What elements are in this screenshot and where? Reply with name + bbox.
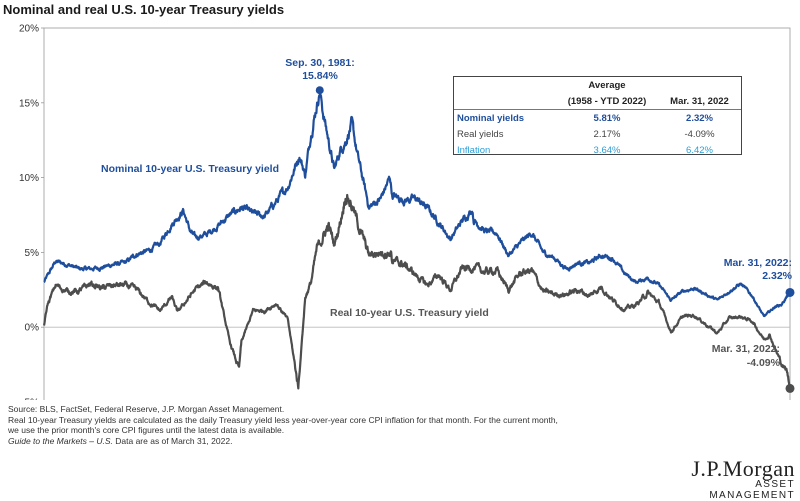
logo-subtitle: ASSET MANAGEMENT: [709, 479, 795, 501]
row-latest: 2.32%: [658, 109, 741, 126]
row-average: 3.64%: [593, 144, 621, 156]
real-series-label: Real 10-year U.S. Treasury yield: [330, 307, 489, 319]
header-range: (1958 - YTD 2022): [567, 95, 647, 107]
real-yield-line: [42, 193, 792, 391]
yield-chart: 20%15%10%5%0%-5% '58'61'64'67'70'73'76'7…: [19, 24, 795, 401]
row-label: Real yields: [457, 128, 504, 140]
y-tick-label: 20%: [19, 24, 39, 35]
footnotes: Source: BLS, FactSet, Federal Reserve, J…: [8, 404, 608, 446]
logo-wordmark: J.P.Morgan: [691, 456, 795, 481]
marker-dots: [315, 86, 795, 393]
table-header-row-1: Average: [454, 77, 741, 93]
header-date: Mar. 31, 2022: [670, 95, 729, 107]
series-lines: [42, 92, 792, 391]
guide-note: Guide to the Markets – U.S. Data are as …: [8, 436, 608, 447]
real-end-marker: [785, 383, 795, 393]
averages-table: Average (1958 - YTD 2022) Mar. 31, 2022 …: [453, 76, 742, 158]
peak-marker: [315, 86, 324, 95]
row-latest: 6.42%: [686, 144, 713, 156]
y-tick-label: -5%: [21, 398, 39, 401]
nominal-yield-line: [43, 92, 791, 318]
jpmorgan-logo: J.P.Morgan ASSET MANAGEMENT: [675, 456, 795, 501]
plot-frame: [43, 27, 791, 400]
real-end-label: Mar. 31, 2022:: [712, 343, 780, 355]
table-row: Nominal yields 5.81% 2.32%: [454, 109, 741, 126]
guide-title: Guide to the Markets – U.S.: [8, 435, 113, 446]
chart-grid: [43, 27, 791, 400]
real-end-value: -4.09%: [747, 357, 781, 369]
y-axis: 20% 15% 10% 5% 0% -5%: [19, 24, 44, 401]
row-average: 2.17%: [593, 128, 621, 140]
method-note-2: we use the prior month's core CPI figure…: [8, 425, 285, 435]
y-tick-label: 15%: [19, 98, 39, 109]
nominal-end-value: 2.32%: [762, 270, 792, 282]
peak-label: Sep. 30, 1981:: [285, 57, 354, 69]
y-tick-label: 10%: [19, 173, 39, 184]
nominal-series-label: Nominal 10-year U.S. Treasury yield: [101, 163, 279, 175]
source-note: Source: BLS, FactSet, Federal Reserve, J…: [8, 404, 285, 414]
header-average: Average: [588, 79, 626, 91]
table-row: Inflation 3.64% 6.42%: [454, 142, 741, 158]
method-note-1: Real 10-year Treasury yields are calcula…: [8, 414, 558, 425]
annotations: Sep. 30, 1981: 15.84% Nominal 10-year U.…: [101, 57, 793, 369]
y-tick-label: 0%: [25, 323, 40, 334]
data-as-of: Data are as of March 31, 2022.: [112, 435, 233, 446]
peak-value: 15.84%: [302, 70, 338, 82]
nominal-end-label: Mar. 31, 2022:: [724, 257, 792, 269]
nominal-end-marker: [785, 287, 795, 297]
y-tick-label: 5%: [25, 248, 40, 259]
row-average: 5.81%: [556, 109, 658, 126]
table-header-row-2: (1958 - YTD 2022) Mar. 31, 2022: [454, 93, 741, 110]
row-label: Nominal yields: [454, 109, 556, 126]
table-row: Real yields 2.17% -4.09%: [454, 126, 741, 142]
chart-title: Nominal and real U.S. 10-year Treasury y…: [3, 2, 285, 17]
row-label: Inflation: [457, 144, 491, 156]
row-latest: -4.09%: [684, 128, 715, 140]
